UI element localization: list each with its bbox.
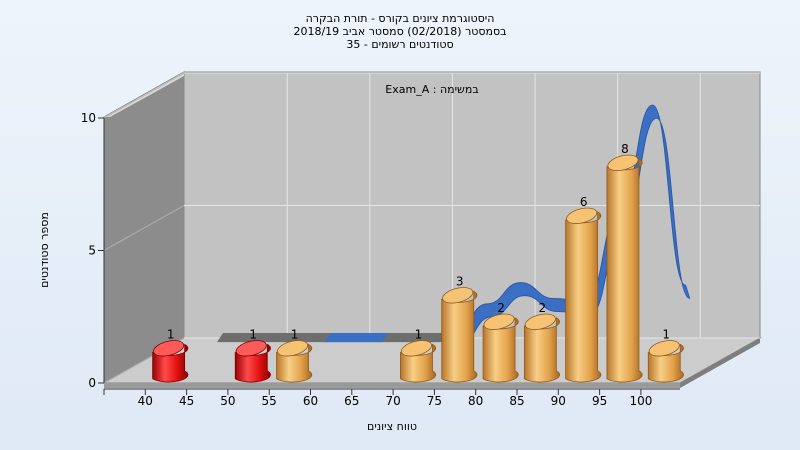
x-tick-label: 85 bbox=[509, 394, 524, 408]
bar-value-label: 3 bbox=[456, 274, 464, 288]
floor-front-edge bbox=[104, 383, 680, 388]
x-tick-label: 95 bbox=[592, 394, 607, 408]
bar-top bbox=[648, 340, 680, 357]
x-tick-label: 100 bbox=[629, 394, 652, 408]
curve-ribbon bbox=[453, 104, 691, 347]
axes: 0 5 10 40 45 50 55 60 65 70 75 80 85 90 95 100 bbox=[81, 111, 680, 408]
distribution-curve-layer bbox=[217, 104, 691, 347]
x-tick-label: 70 bbox=[385, 394, 400, 408]
x-tick-label: 80 bbox=[468, 394, 483, 408]
chart-title-line-1: היסטוגרמת ציונים בקורס - תורת הבקרה bbox=[306, 12, 495, 25]
x-axis-label: טווח ציונים bbox=[367, 420, 417, 433]
bar-value-label: 2 bbox=[539, 301, 547, 315]
y-axis-label: מספר סטודנטים bbox=[38, 212, 51, 288]
bar-bin-77.5: 3 bbox=[441, 274, 478, 383]
x-tick-label: 75 bbox=[427, 394, 442, 408]
bar-top bbox=[524, 313, 556, 330]
bar-body bbox=[606, 158, 643, 383]
bar-top bbox=[235, 340, 267, 357]
bar-bin-82.5: 2 bbox=[482, 301, 519, 383]
bar-top bbox=[566, 207, 598, 224]
bar-value-label: 6 bbox=[580, 195, 588, 209]
x-tick-label: 45 bbox=[179, 394, 194, 408]
x-tick-label: 65 bbox=[344, 394, 359, 408]
x-tick-label: 40 bbox=[138, 394, 153, 408]
bar-value-label: 1 bbox=[167, 327, 175, 341]
bar-top bbox=[483, 313, 515, 330]
bar-value-label: 1 bbox=[249, 327, 257, 341]
bar-top bbox=[400, 340, 432, 357]
x-tick-label: 90 bbox=[551, 394, 566, 408]
curve-ribbon-highlight bbox=[324, 333, 389, 343]
bar-value-label: 8 bbox=[621, 142, 629, 156]
bar-bin-72.5: 1 bbox=[400, 327, 437, 383]
x-tick-label: 60 bbox=[303, 394, 318, 408]
chart-subtitle: Exam_A : במשימה bbox=[385, 83, 478, 96]
x-tick-label: 50 bbox=[220, 394, 235, 408]
bar-value-label: 2 bbox=[497, 301, 505, 315]
bar-bin-87.5: 2 bbox=[523, 301, 560, 383]
bar-bin-52.5: 1 bbox=[234, 327, 271, 383]
bar-bin-92.5: 6 bbox=[565, 195, 602, 383]
bar-value-label: 1 bbox=[662, 327, 670, 341]
bar-top bbox=[607, 154, 639, 171]
floor-right-edge bbox=[680, 338, 760, 388]
chart-title-line-3: 35 - סטודנטים רשומים bbox=[346, 38, 453, 51]
bar-bin-42.5: 1 bbox=[152, 327, 189, 383]
y-tick-label: 5 bbox=[88, 244, 96, 258]
chart-title-line-2: בסמסטר (02/2018) סמסטר אביב 2018/19 bbox=[293, 25, 506, 38]
y-tick-label: 10 bbox=[81, 111, 96, 125]
side-gridline bbox=[103, 72, 185, 119]
bar-bin-57.5: 1 bbox=[276, 327, 313, 383]
back-wall-top-edge bbox=[104, 72, 184, 117]
side-gridline bbox=[103, 205, 185, 251]
bar-top bbox=[442, 287, 474, 304]
y-tick-label: 0 bbox=[88, 376, 96, 390]
bar-top bbox=[153, 340, 185, 357]
bars-layer: 1 1 1 1 3 2 2 6 8 1 bbox=[152, 142, 684, 383]
x-tick-label: 55 bbox=[262, 394, 277, 408]
bar-value-label: 1 bbox=[415, 327, 423, 341]
bar-top bbox=[277, 340, 309, 357]
bar-bin-102.5: 1 bbox=[647, 327, 684, 383]
bar-body bbox=[565, 211, 602, 383]
bar-bin-97.5: 8 bbox=[606, 142, 643, 383]
bar-value-label: 1 bbox=[291, 327, 299, 341]
bar-body bbox=[441, 290, 478, 383]
